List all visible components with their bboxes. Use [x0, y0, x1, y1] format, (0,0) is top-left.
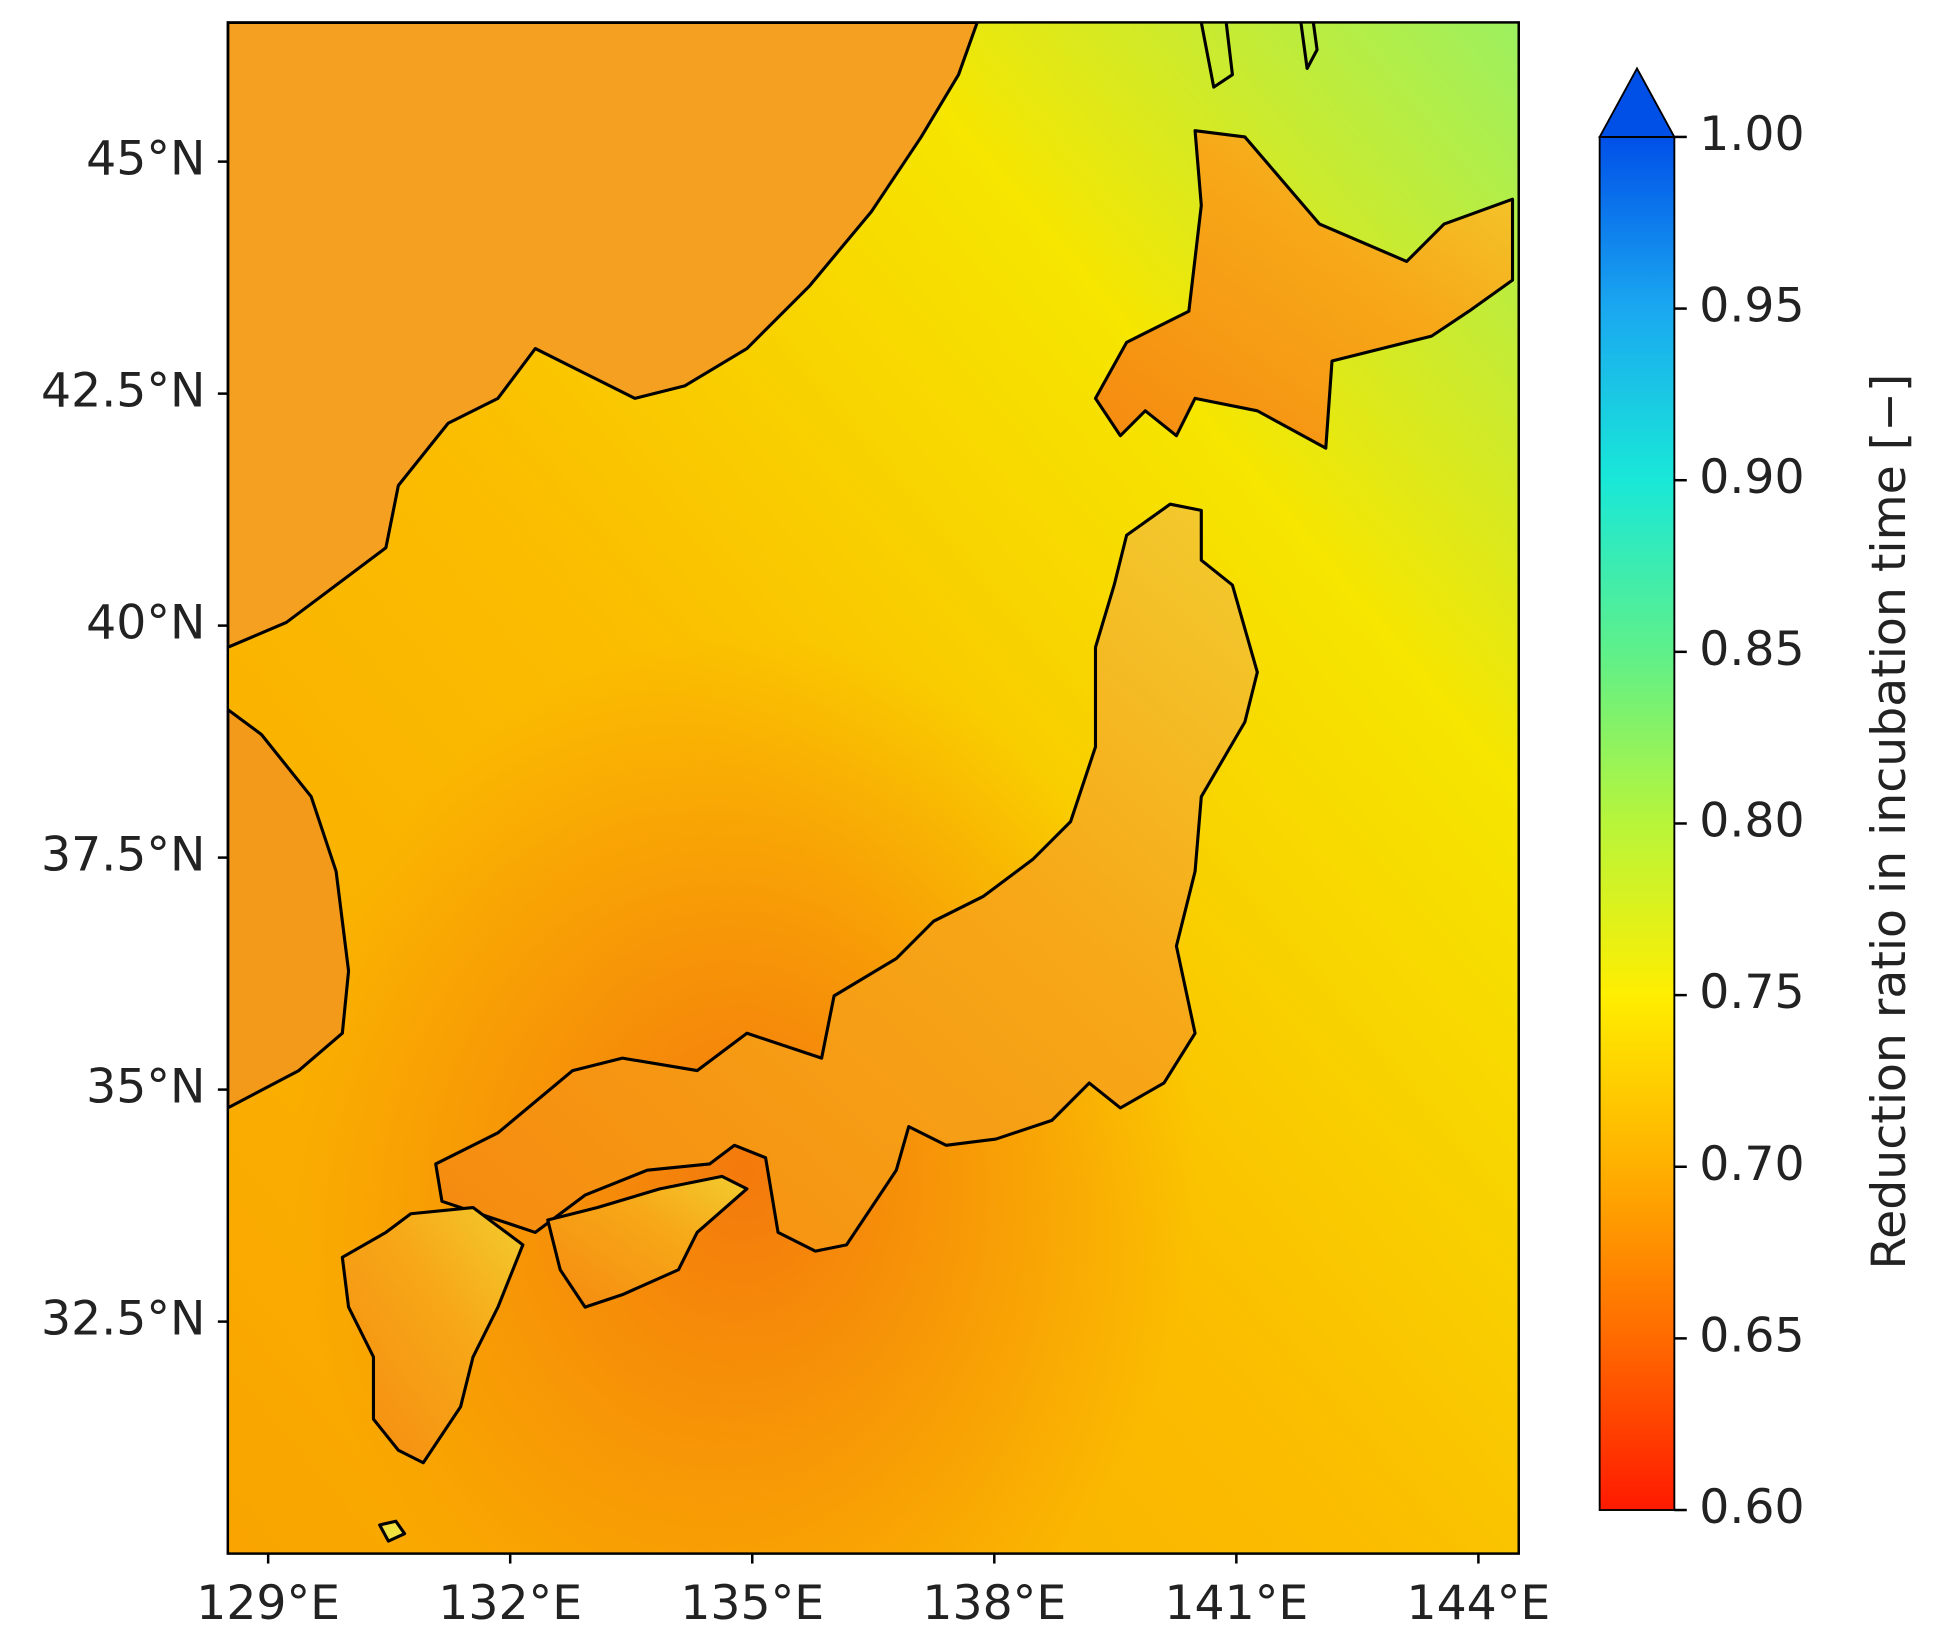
colorbar-extension: [1598, 66, 1676, 138]
colorbar-tick-label: 1.00: [1699, 107, 1804, 162]
map-field: [227, 22, 1519, 1554]
colorbar-label: Reduction ratio in incubation time [−]: [1862, 374, 1917, 1270]
x-tick-label: 135°E: [680, 1576, 824, 1631]
y-tick-label: 45°N: [86, 132, 205, 187]
x-tick-label: 138°E: [922, 1576, 1066, 1631]
y-tick-label: 35°N: [86, 1060, 205, 1115]
x-tick-label: 144°E: [1406, 1576, 1550, 1631]
y-tick-label: 37.5°N: [41, 828, 205, 883]
y-tick-label: 42.5°N: [41, 364, 205, 419]
colorbar-tick-label: 0.90: [1699, 450, 1804, 505]
x-tick-label: 141°E: [1164, 1576, 1308, 1631]
x-tick-label: 129°E: [196, 1576, 340, 1631]
colorbar-tick-label: 0.75: [1699, 965, 1804, 1020]
colorbar-tick-label: 0.80: [1699, 793, 1804, 848]
colorbar-tick-label: 0.65: [1699, 1308, 1804, 1363]
colorbar: [1598, 136, 1676, 1511]
y-tick-label: 40°N: [86, 596, 205, 651]
colorbar-tick-label: 0.70: [1699, 1137, 1804, 1192]
colorbar-tick-label: 0.95: [1699, 279, 1804, 334]
plot-frame: [226, 21, 1520, 1555]
colorbar-tick-label: 0.85: [1699, 622, 1804, 677]
x-tick-label: 132°E: [438, 1576, 582, 1631]
colorbar-tick-label: 0.60: [1699, 1480, 1804, 1535]
y-tick-label: 32.5°N: [41, 1292, 205, 1347]
